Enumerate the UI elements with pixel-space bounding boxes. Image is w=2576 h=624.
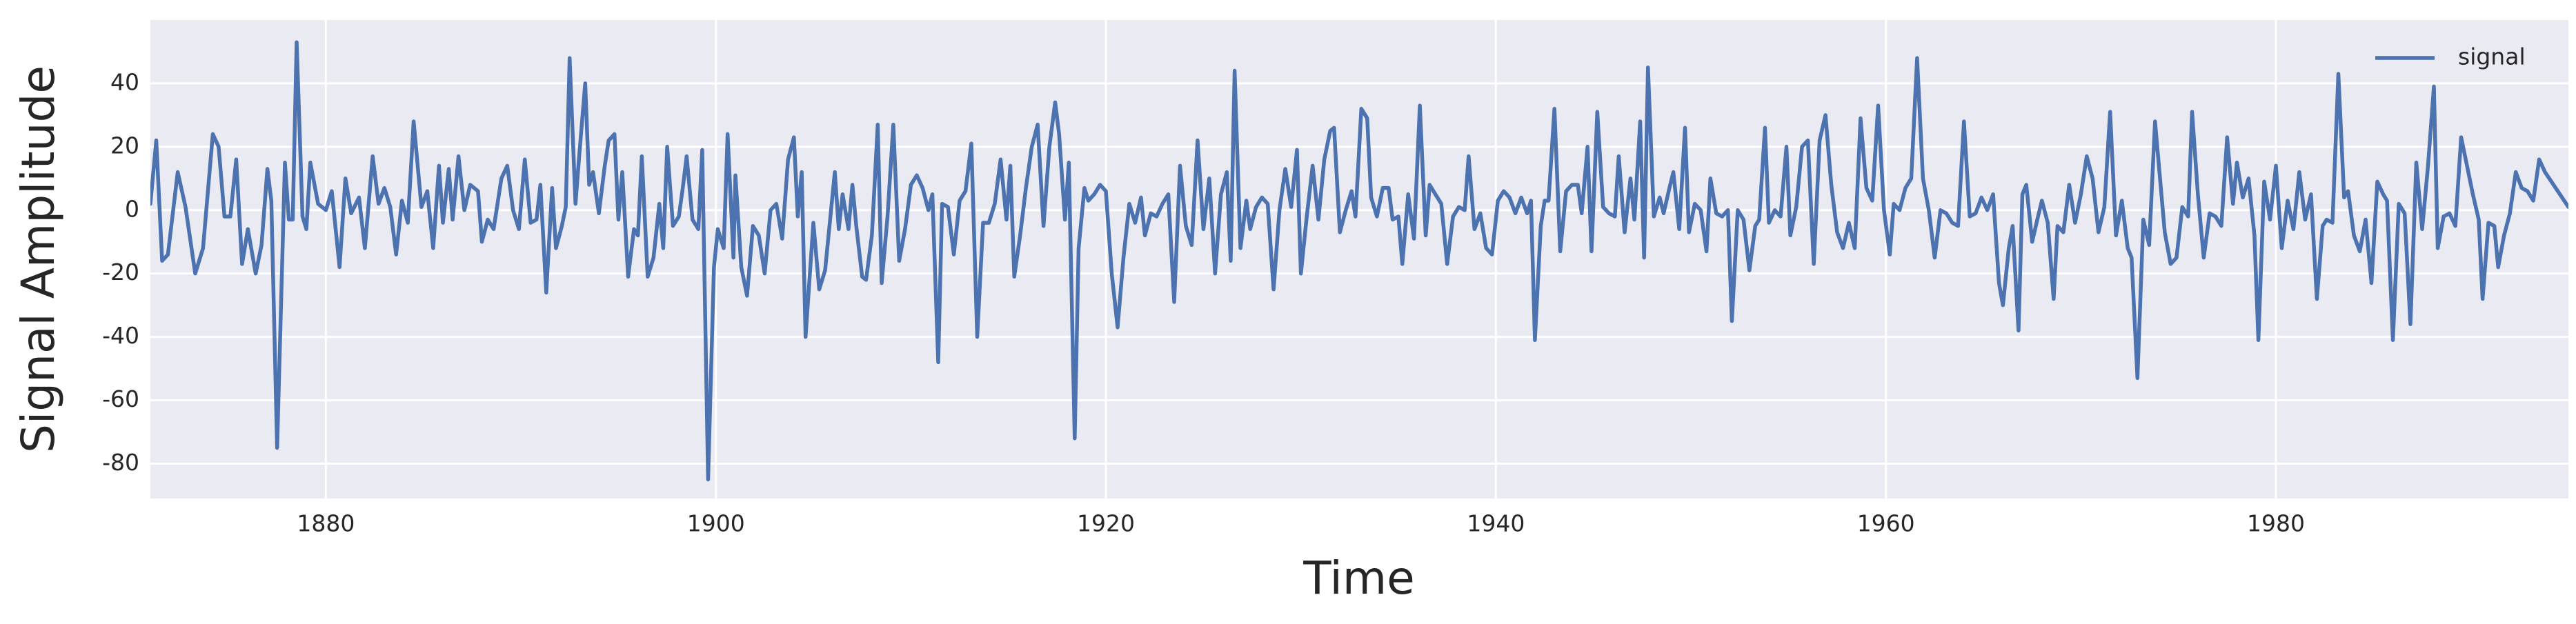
- x-tick-label: 1960: [1857, 510, 1915, 537]
- y-tick-label: -20: [102, 259, 139, 285]
- x-tick-label: 1940: [1467, 510, 1525, 537]
- y-axis-label: Signal Amplitude: [12, 66, 65, 453]
- x-tick-label: 1980: [2247, 510, 2305, 537]
- legend: signal: [2375, 43, 2526, 70]
- x-tick-label: 1920: [1077, 510, 1135, 537]
- line-series: [150, 40, 2568, 482]
- x-tick-label: 1900: [687, 510, 745, 537]
- y-tick-label: -60: [102, 385, 139, 412]
- x-tick-label: 1880: [297, 510, 355, 537]
- plot-area: [150, 20, 2568, 499]
- y-tick-label: 0: [125, 195, 139, 222]
- y-tick-label: 20: [110, 132, 139, 159]
- y-tick-label: -80: [102, 449, 139, 476]
- y-tick-label: 40: [110, 68, 139, 95]
- y-tick-label: -40: [102, 322, 139, 349]
- marks: [150, 40, 2568, 482]
- ticks: -80 -60 -40 -20 0 20 40 1880 1900 1920 1940 1960 198…: [102, 68, 2305, 536]
- legend-label: signal: [2458, 43, 2526, 70]
- x-axis-label: Time: [1302, 552, 1415, 605]
